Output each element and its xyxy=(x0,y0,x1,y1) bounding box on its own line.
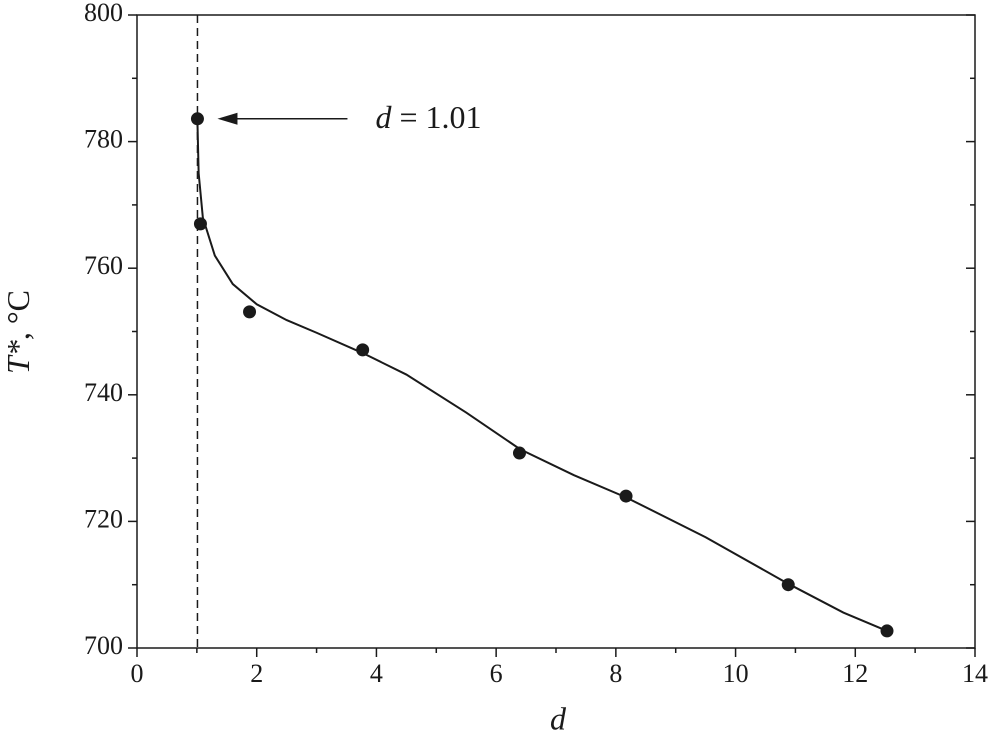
y-tick-label: 780 xyxy=(84,125,123,154)
x-tick-label: 4 xyxy=(370,659,383,688)
arrow-head xyxy=(217,112,238,125)
x-tick-label: 12 xyxy=(842,659,868,688)
data-point xyxy=(190,112,204,126)
x-tick-label: 14 xyxy=(962,659,988,688)
y-label-unit: , °C xyxy=(0,290,36,340)
x-tick-label: 10 xyxy=(723,659,749,688)
plot-frame xyxy=(136,14,976,649)
data-point xyxy=(512,446,526,460)
data-point xyxy=(193,217,207,231)
fit-curve xyxy=(196,122,888,632)
y-tick-label: 700 xyxy=(84,631,123,660)
y-tick-label: 760 xyxy=(84,251,123,280)
x-tick-label: 6 xyxy=(490,659,503,688)
annotation-var: d xyxy=(375,99,392,135)
data-point xyxy=(243,305,257,319)
y-label-symbol: T* xyxy=(0,340,36,374)
data-point xyxy=(781,578,795,592)
y-tick-label: 720 xyxy=(84,504,123,533)
x-tick-label: 2 xyxy=(250,659,263,688)
data-point xyxy=(356,343,370,357)
y-tick-label: 740 xyxy=(84,378,123,407)
data-point xyxy=(880,624,894,638)
x-tick-label: 0 xyxy=(131,659,144,688)
y-axis-label: T*, °C xyxy=(0,290,36,374)
annotation: d = 1.01 xyxy=(375,99,481,135)
x-tick-label: 8 xyxy=(609,659,622,688)
annotation-value: = 1.01 xyxy=(399,99,481,135)
y-tick-label: 800 xyxy=(84,0,123,27)
x-axis-label: d xyxy=(550,700,567,736)
data-point xyxy=(619,489,633,503)
